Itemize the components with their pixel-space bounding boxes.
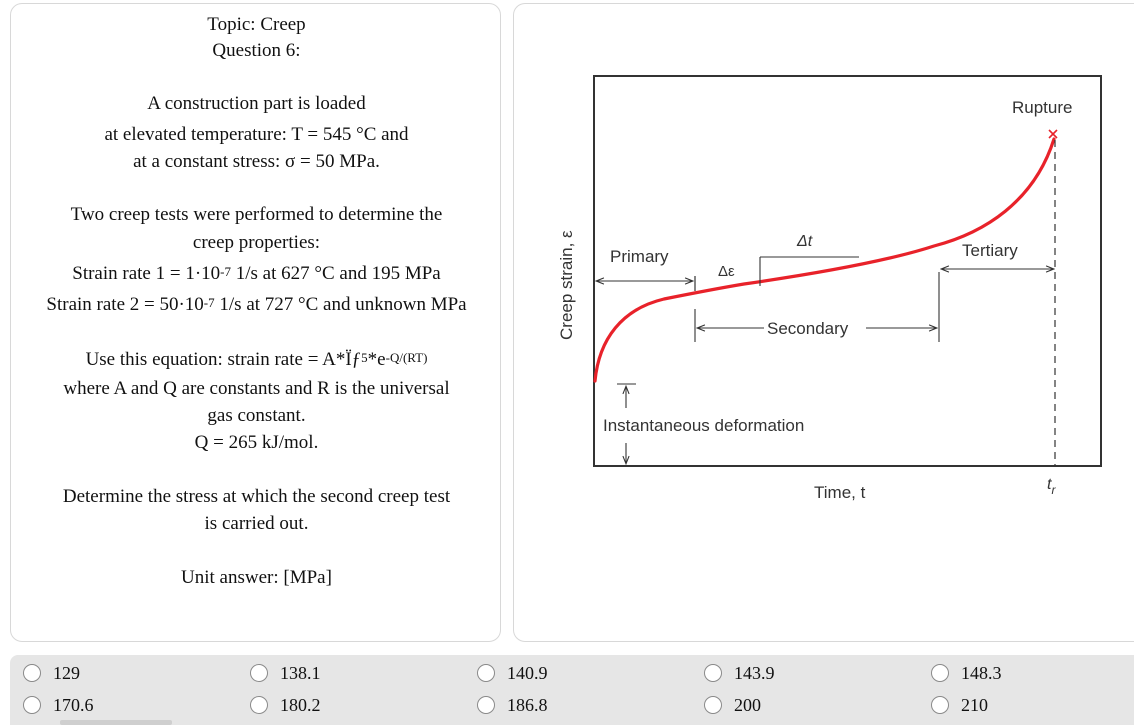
- rupture-time-symbol: t: [1047, 476, 1052, 493]
- primary-label: Primary: [610, 247, 669, 266]
- x-axis-label: Time, t: [814, 483, 866, 502]
- strain-rate-2: Strain rate 2 = 50·10-7 1/s at 727 °C an…: [11, 291, 502, 318]
- radio-button[interactable]: [477, 696, 495, 714]
- strain-rate-1-exponent: -7: [220, 264, 231, 279]
- answer-option[interactable]: 210: [931, 693, 988, 717]
- rupture-time-label: tr: [1047, 476, 1056, 497]
- question-line: gas constant.: [207, 405, 306, 426]
- answer-value: 148.3: [961, 662, 1002, 683]
- answer-value: 170.6: [53, 694, 94, 715]
- question-line: at elevated temperature: T = 545 °C and: [104, 124, 409, 145]
- equation-line: Use this equation: strain rate = A*Ïƒ5*e…: [11, 346, 502, 373]
- question-line: Two creep tests were performed to determ…: [70, 204, 443, 225]
- answer-option[interactable]: 180.2: [250, 693, 321, 717]
- answer-option[interactable]: 140.9: [477, 661, 548, 685]
- instantaneous-label: Instantaneous deformation: [603, 416, 804, 435]
- answer-value: 200: [734, 694, 761, 715]
- radio-button[interactable]: [704, 696, 722, 714]
- strain-rate-1-conditions: 1/s at 627 °C and 195 MPa: [231, 263, 441, 284]
- rupture-time-subscript: r: [1051, 483, 1056, 497]
- y-axis-label: Creep strain, ε: [557, 230, 576, 340]
- equation-base: Use this equation: strain rate = A*Ïƒ: [85, 349, 362, 370]
- answer-option[interactable]: 200: [704, 693, 761, 717]
- equation-e: *e: [367, 349, 386, 370]
- radio-button[interactable]: [477, 664, 495, 682]
- answer-option[interactable]: 170.6: [23, 693, 94, 717]
- equation-exponent-arrhenius: -Q/(RT): [385, 350, 428, 365]
- figure-panel: Rupture Primary Δt Δε Secondary Tertiary…: [513, 3, 1134, 642]
- unit-answer: Unit answer: [MPa]: [181, 567, 332, 588]
- plot-frame: [593, 75, 1102, 467]
- answer-option[interactable]: 129: [23, 661, 80, 685]
- equation-exponent-stress: 5: [361, 350, 368, 365]
- question-line: where A and Q are constants and R is the…: [63, 378, 450, 399]
- delta-t-label: Δt: [796, 233, 813, 250]
- answer-value: 129: [53, 662, 80, 683]
- radio-button[interactable]: [931, 696, 949, 714]
- answer-option[interactable]: 138.1: [250, 661, 321, 685]
- question-line: is carried out.: [204, 513, 309, 534]
- answer-value: 138.1: [280, 662, 321, 683]
- question-panel: Topic: Creep Question 6: A construction …: [10, 3, 501, 642]
- creep-curve-figure: Rupture Primary Δt Δε Secondary Tertiary…: [557, 75, 1102, 502]
- radio-button[interactable]: [250, 664, 268, 682]
- creep-curve: [593, 137, 1056, 383]
- radio-button[interactable]: [931, 664, 949, 682]
- answer-option[interactable]: 148.3: [931, 661, 1002, 685]
- answer-option[interactable]: 143.9: [704, 661, 775, 685]
- scroll-indicator: [60, 720, 172, 725]
- answer-value: 140.9: [507, 662, 548, 683]
- delta-e-label: Δε: [718, 263, 735, 280]
- strain-rate-1: Strain rate 1 = 1·10-7 1/s at 627 °C and…: [11, 260, 502, 287]
- answer-value: 143.9: [734, 662, 775, 683]
- strain-rate-2-base: Strain rate 2 = 50·10: [46, 294, 204, 315]
- rupture-marker: [1048, 129, 1058, 139]
- strain-rate-2-exponent: -7: [203, 295, 215, 310]
- answer-value: 210: [961, 694, 988, 715]
- answer-option[interactable]: 186.8: [477, 693, 548, 717]
- question-line: A construction part is loaded: [147, 93, 366, 114]
- question-line: creep properties:: [192, 232, 321, 253]
- radio-button[interactable]: [704, 664, 722, 682]
- strain-rate-2-conditions: 1/s at 727 °C and unknown MPa: [214, 294, 467, 315]
- answer-options: 129 138.1 140.9 143.9 148.3 170.6 180.2 …: [10, 655, 1134, 725]
- rupture-label: Rupture: [1012, 98, 1072, 117]
- secondary-label: Secondary: [767, 319, 849, 338]
- question-number: Question 6:: [212, 40, 301, 61]
- strain-rate-1-base: Strain rate 1 = 1·10: [72, 263, 221, 284]
- question-line: Determine the stress at which the second…: [62, 486, 451, 507]
- topic-title: Topic: Creep: [207, 14, 306, 35]
- answer-value: 186.8: [507, 694, 548, 715]
- answer-value: 180.2: [280, 694, 321, 715]
- radio-button[interactable]: [250, 696, 268, 714]
- radio-button[interactable]: [23, 664, 41, 682]
- tertiary-label: Tertiary: [962, 241, 1018, 260]
- question-line: at a constant stress: σ = 50 MPa.: [133, 151, 380, 172]
- question-line: Q = 265 kJ/mol.: [194, 432, 319, 453]
- radio-button[interactable]: [23, 696, 41, 714]
